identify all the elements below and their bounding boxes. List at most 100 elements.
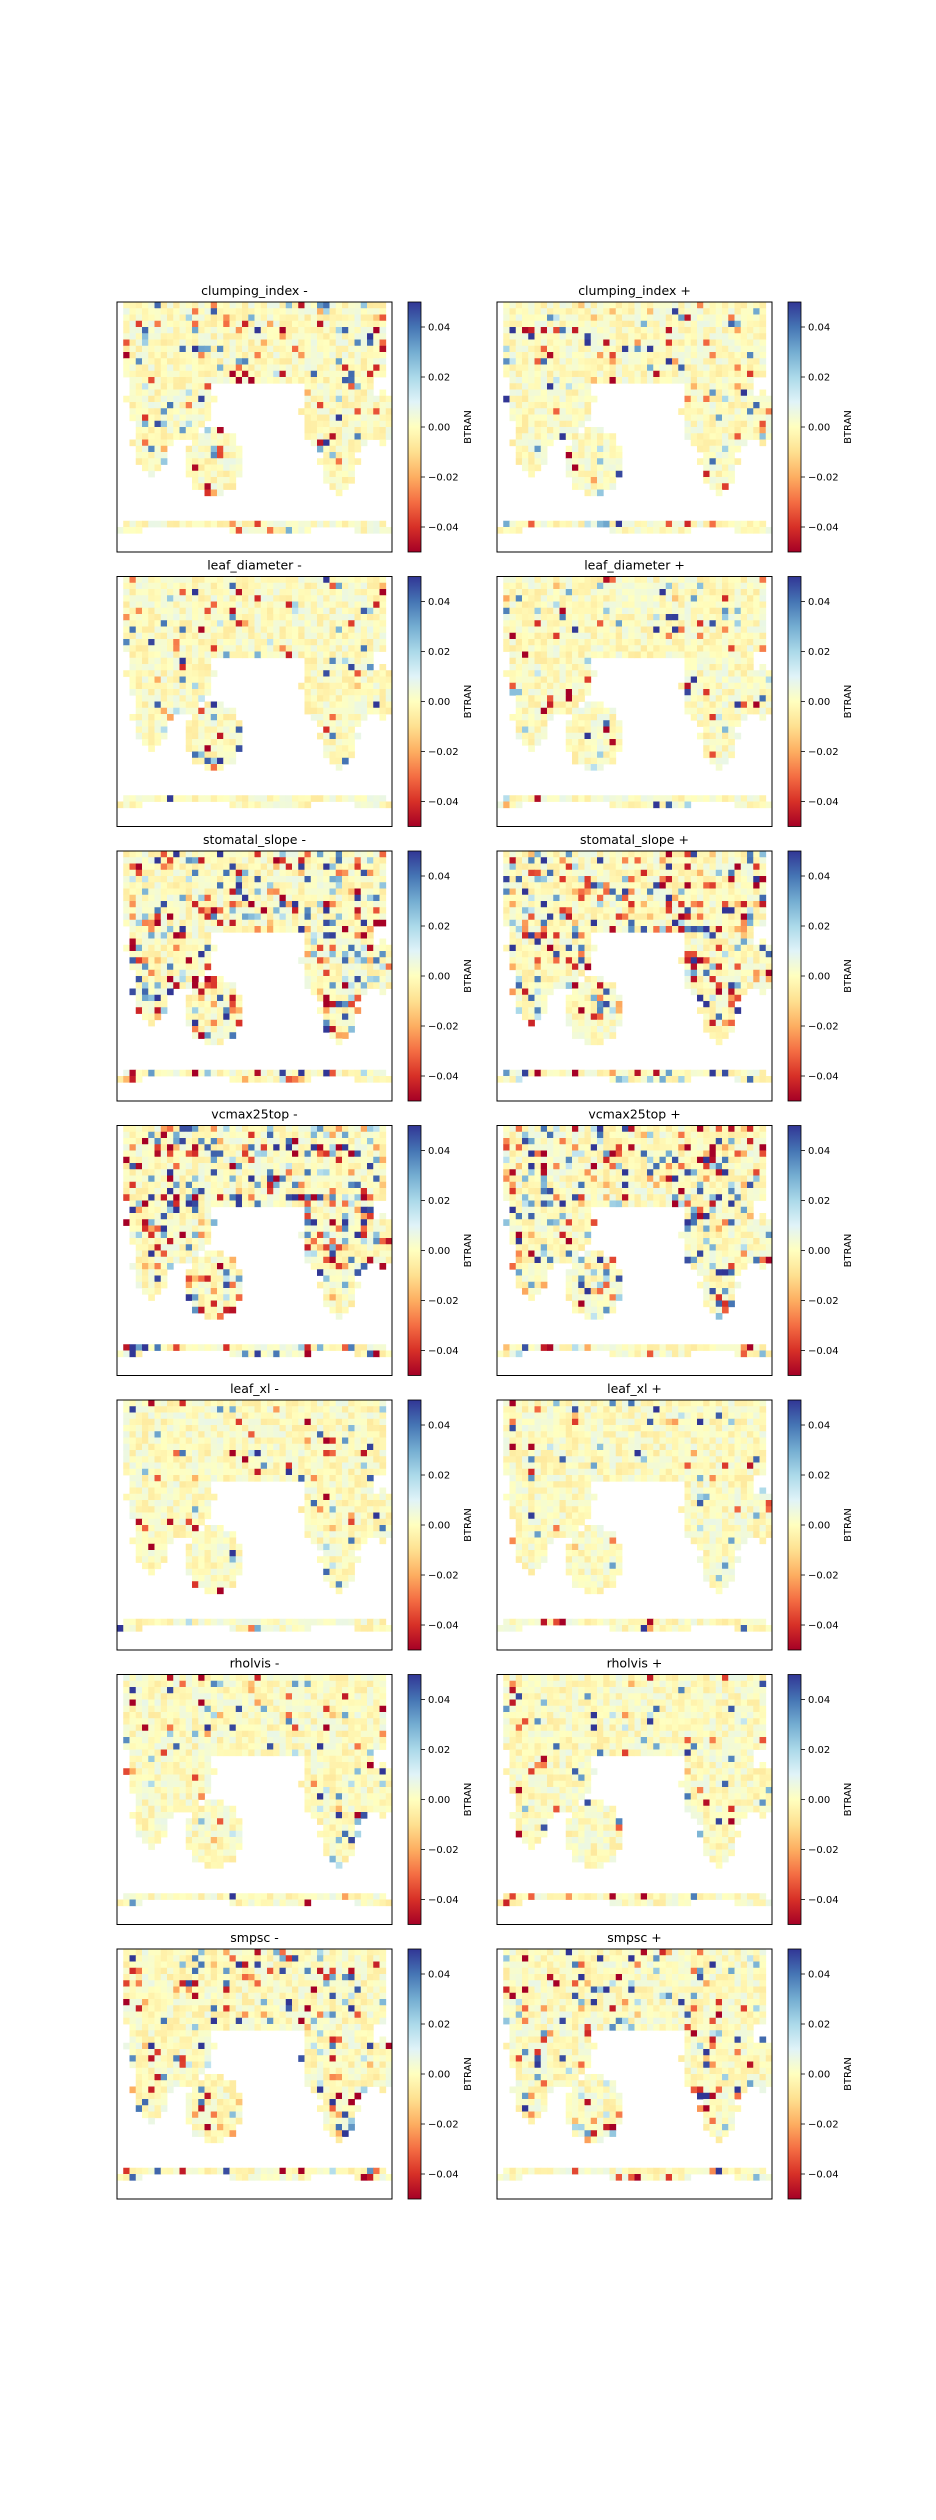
heatmap-cell — [715, 645, 723, 652]
heatmap-cell — [759, 607, 767, 615]
heatmap-cell — [603, 795, 610, 802]
heatmap-cell — [142, 988, 149, 996]
heatmap-cell — [154, 882, 162, 889]
heatmap-cell — [267, 851, 274, 858]
heatmap-cell — [385, 801, 393, 809]
heatmap-cell — [690, 620, 698, 627]
heatmap-cell — [640, 527, 648, 534]
heatmap-cell — [148, 720, 155, 727]
heatmap-cell — [603, 707, 610, 715]
heatmap-cell — [547, 676, 554, 684]
heatmap-cell — [160, 364, 168, 372]
heatmap-cell — [553, 670, 560, 677]
heatmap-cell — [179, 664, 187, 671]
heatmap-cell — [285, 869, 293, 877]
colorbar-tick-label: −0.02 — [428, 473, 459, 484]
heatmap-cell — [379, 963, 387, 971]
heatmap-cell — [317, 907, 324, 914]
heatmap-cell — [148, 645, 155, 652]
heatmap-cell — [310, 869, 318, 877]
heatmap-cell — [204, 795, 212, 802]
heatmap-cell — [615, 339, 623, 347]
heatmap-cell — [734, 308, 742, 315]
heatmap-cell — [217, 352, 224, 359]
heatmap-cell — [254, 364, 262, 372]
heatmap-cell — [210, 726, 218, 734]
heatmap-cell — [759, 345, 767, 353]
heatmap-cell — [235, 863, 243, 871]
heatmap-cell — [135, 333, 143, 340]
heatmap-cell — [709, 689, 717, 696]
heatmap-cell — [367, 976, 374, 983]
heatmap-cell — [565, 339, 573, 347]
heatmap-cell — [734, 682, 742, 690]
heatmap-cell — [515, 333, 523, 340]
heatmap-cell — [267, 882, 274, 889]
heatmap-cell — [160, 701, 168, 709]
heatmap-cell — [640, 614, 648, 621]
heatmap-cell — [135, 664, 143, 671]
heatmap-cell — [753, 632, 760, 640]
heatmap-cell — [167, 919, 174, 927]
heatmap-cell — [354, 439, 362, 447]
heatmap-cell — [665, 632, 673, 640]
heatmap-cell — [553, 576, 560, 584]
heatmap-cell — [242, 520, 249, 528]
heatmap-cell — [148, 682, 155, 690]
heatmap-cell — [310, 851, 318, 858]
heatmap-cell — [279, 913, 287, 921]
heatmap-cell — [154, 664, 162, 671]
heatmap-cell — [173, 876, 180, 883]
heatmap-cell — [173, 339, 180, 347]
heatmap-cell — [678, 352, 685, 359]
heatmap-cell — [385, 982, 393, 989]
heatmap-cell — [317, 701, 324, 709]
heatmap-cell — [198, 358, 205, 365]
heatmap-cell — [360, 352, 368, 359]
heatmap-cell — [167, 701, 174, 709]
heatmap-cell — [728, 720, 735, 727]
heatmap-cell — [235, 1007, 243, 1014]
heatmap-cell — [584, 427, 592, 434]
heatmap-cell — [292, 632, 299, 640]
heatmap-cell — [135, 913, 143, 921]
heatmap-cell — [747, 345, 754, 353]
heatmap-cell — [342, 757, 349, 765]
heatmap-cell — [765, 682, 773, 690]
heatmap-cell — [565, 414, 573, 422]
heatmap-cell — [317, 982, 324, 989]
heatmap-cell — [210, 976, 218, 983]
heatmap-cell — [329, 582, 337, 590]
heatmap-cell — [160, 901, 168, 908]
heatmap-cell — [348, 420, 355, 428]
heatmap-cell — [503, 601, 510, 609]
heatmap-cell — [179, 863, 187, 871]
heatmap-cell — [572, 576, 579, 584]
heatmap-cell — [672, 370, 679, 378]
heatmap-cell — [522, 582, 529, 590]
heatmap-cell — [759, 714, 767, 721]
heatmap-cell — [360, 651, 368, 659]
heatmap-cell — [709, 420, 717, 428]
heatmap-cell — [335, 383, 343, 390]
heatmap-cell — [142, 352, 149, 359]
heatmap-cell — [204, 626, 212, 634]
heatmap-cell — [329, 739, 337, 746]
heatmap-cell — [360, 932, 368, 939]
heatmap-cell — [728, 595, 735, 602]
heatmap-cell — [304, 701, 312, 709]
heatmap-cell — [747, 389, 754, 397]
heatmap-cell — [248, 626, 255, 634]
heatmap-cell — [160, 614, 168, 621]
heatmap-cell — [279, 595, 287, 602]
heatmap-cell — [198, 464, 205, 472]
heatmap-cell — [198, 988, 205, 996]
heatmap-cell — [509, 439, 517, 447]
heatmap-cell — [622, 302, 629, 309]
heatmap-cell — [223, 726, 230, 734]
heatmap-cell — [628, 358, 635, 365]
heatmap-cell — [135, 682, 143, 690]
heatmap-cell — [534, 670, 542, 677]
heatmap-cell — [323, 420, 330, 428]
heatmap-cell — [292, 582, 299, 590]
